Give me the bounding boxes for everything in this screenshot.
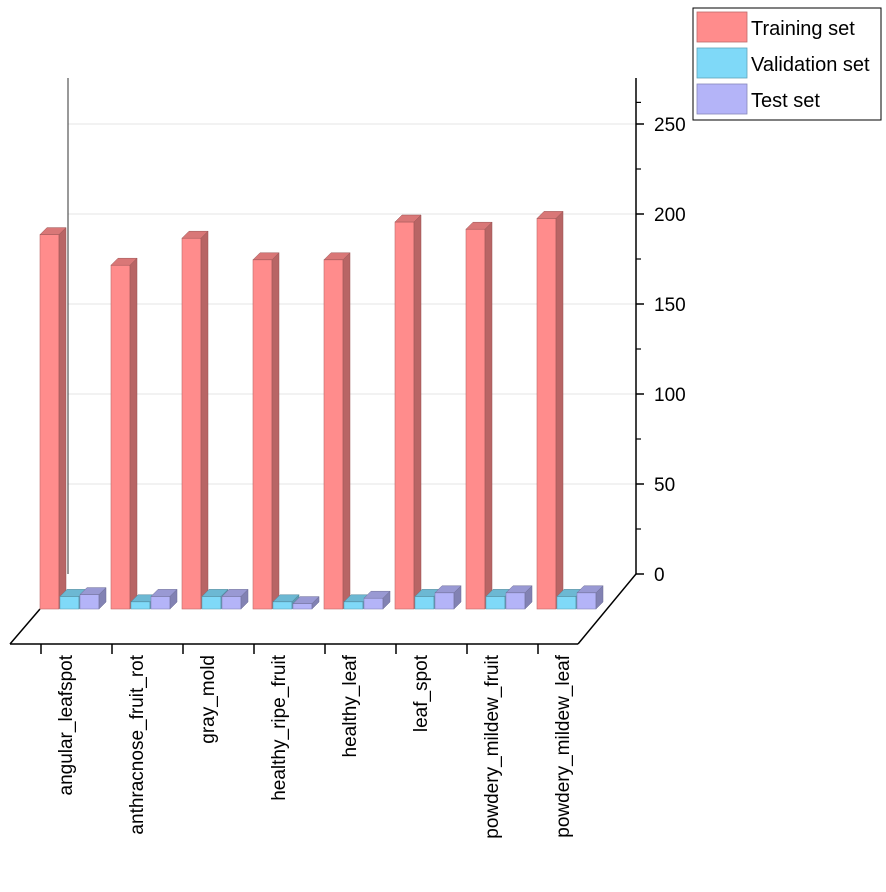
bar-test-set [150,588,178,610]
bar-side [271,252,280,610]
bar-front [434,592,455,610]
bar-training-set [536,210,564,610]
bar-training-set [252,252,280,610]
bar-top [292,596,320,604]
legend: Training set Validation set Test set [692,7,882,121]
bar-training-set [110,257,138,610]
x-tick-label: gray_mold [198,655,219,744]
bar-front [272,601,293,610]
bar-top [110,257,138,266]
bar-front [79,594,100,610]
bar-top [150,589,178,597]
axis-labels: 0 50 100 150 200 250 angular_leafspot anthracno… [56,115,686,839]
bar-top [221,589,249,597]
bar-front [59,596,80,610]
legend-label: Validation set [751,54,870,76]
bar-front [110,264,131,610]
bar-front [394,221,415,610]
x-tick-label: leaf_spot [411,654,432,732]
bar-test-set [221,588,249,610]
legend-label: Test set [751,90,820,112]
y-tick-label: 100 [654,385,686,406]
x-tick-label: powdery_mildew_fruit [482,654,503,838]
bar-test-set [292,595,320,610]
bar-front [556,596,577,610]
bar-side [484,221,493,610]
bar-top [39,227,67,235]
bar-training-set [323,252,351,610]
bar-side [200,230,209,610]
bar-front [292,603,313,610]
bar-top [79,587,107,595]
y-tick-label: 0 [654,565,665,586]
bar-front [485,596,506,610]
bar-front [363,597,384,610]
floor-left-edge [9,608,41,645]
bars [39,210,604,610]
bar-training-set [394,214,422,610]
legend-swatch [696,11,748,43]
x-tick-label: anthracnose_fruit_rot [127,654,148,834]
legend-label: Training set [751,18,855,40]
bar-front [414,596,435,610]
bar-side [129,257,138,610]
bar-training-set [181,230,209,610]
bar-top [363,590,391,599]
x-tick-label: powdery_mildew_leaf [553,654,574,837]
bar-front [201,596,222,610]
y-tick-label: 50 [654,475,675,496]
bar-test-set [576,585,604,610]
bar-front [343,601,364,610]
bar-top [252,252,280,261]
x-tick-label: healthy_ripe_fruit [269,654,290,800]
bar-top [272,594,300,603]
bar-test-set [363,590,391,610]
bar-side [58,226,67,610]
bar-side [413,214,422,610]
bar-top [394,214,422,223]
y-tick-label: 150 [654,295,686,316]
bar-validation-set [272,594,300,610]
bar-top [576,585,604,594]
bar-top [323,252,351,261]
bar-test-set [434,585,462,610]
bar-side [342,252,351,610]
bar-top [505,585,533,594]
y-tick-label: 250 [654,115,686,136]
x-tick-label: healthy_leaf [340,654,361,757]
bar-test-set [79,586,107,610]
y-tick-label: 200 [654,205,686,226]
floor-right-edge [577,573,637,645]
bar-front [505,592,526,610]
bar-top [181,230,209,239]
x-tick-label: angular_leafspot [56,654,77,795]
bar-front [465,228,486,610]
bar-training-set [465,221,493,610]
bar-front [39,234,60,610]
bar-test-set [505,585,533,610]
bar-top [201,589,229,597]
bar-front [576,592,597,610]
bar-front [221,596,242,610]
bar-training-set [39,226,67,610]
bar-front [252,259,273,610]
bar-front [130,601,151,610]
bar-front [150,596,171,610]
bar-front [536,218,557,610]
bar-top [434,585,462,594]
bar-side [555,210,564,610]
bar-top [536,211,564,219]
bar-top [465,221,493,230]
bar-front [323,259,344,610]
legend-swatch [696,47,748,79]
axes [9,78,644,654]
bar-front [181,237,202,610]
legend-swatch [696,83,748,115]
